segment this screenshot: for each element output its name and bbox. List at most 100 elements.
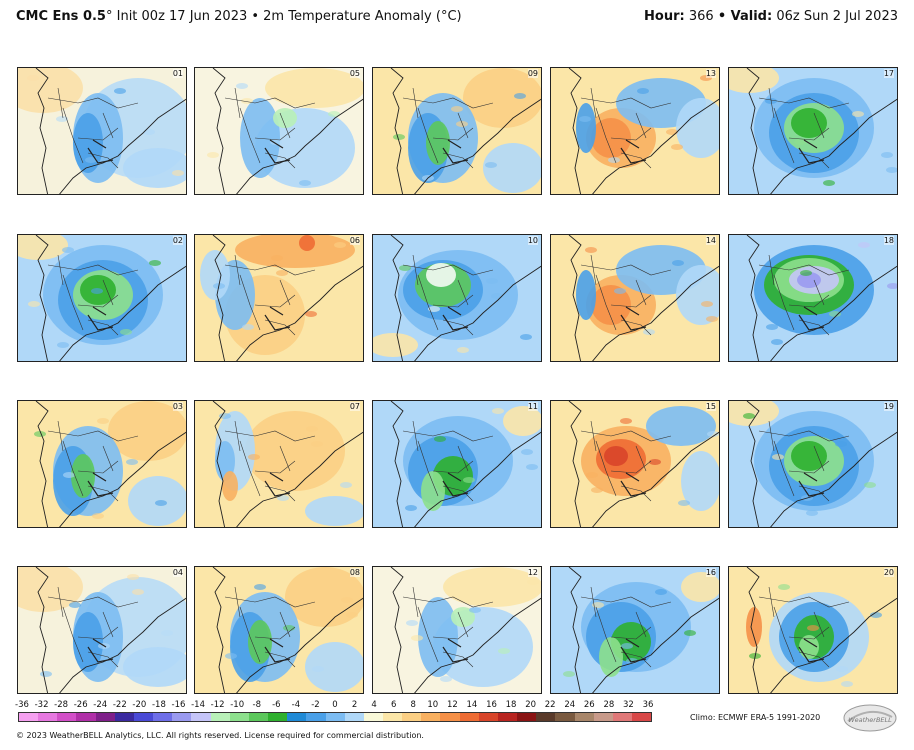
anomaly-patch: [706, 316, 718, 322]
colorbar-swatch: [306, 713, 326, 721]
colorbar-swatch: [287, 713, 307, 721]
colorbar-swatch: [632, 713, 652, 721]
model-name: CMC Ens 0.5: [16, 9, 106, 24]
colorbar-swatch: [19, 713, 39, 721]
member-label: 14: [705, 236, 716, 245]
anomaly-region: [245, 411, 345, 491]
anomaly-patch: [405, 505, 417, 511]
anomaly-patch: [592, 602, 604, 608]
country-borders: [224, 254, 316, 336]
member-label: 15: [705, 402, 716, 411]
ensemble-member-map: 19: [728, 400, 898, 528]
colorbar-tick-label: 0: [332, 700, 338, 710]
anomaly-patch: [520, 334, 532, 340]
colorbar-swatch: [517, 713, 537, 721]
coastline: [568, 68, 719, 194]
country-borders: [224, 420, 316, 502]
anomaly-patch: [276, 270, 288, 276]
anomaly-patch: [143, 129, 155, 135]
anomaly-patch: [823, 180, 835, 186]
anomaly-patch: [492, 408, 504, 414]
anomaly-patch: [451, 106, 463, 112]
anomaly-region: [426, 121, 450, 165]
colorbar-tick-label: 22: [544, 700, 556, 710]
anomaly-patch: [155, 500, 167, 506]
anomaly-region: [18, 235, 68, 260]
coastline: [746, 401, 897, 527]
anomaly-patch: [870, 612, 882, 618]
anomaly-patch: [620, 418, 632, 424]
valid-value: 06z Sun 2 Jul 2023: [776, 9, 898, 24]
anomaly-region: [451, 607, 475, 627]
anomaly-patch: [643, 329, 655, 335]
colorbar-swatch: [402, 713, 422, 721]
colorbar-tick-label: -8: [252, 700, 261, 710]
anomaly-patch: [34, 431, 46, 437]
anomaly-patch: [585, 247, 597, 253]
anomaly-patch: [85, 157, 97, 163]
ensemble-member-map: 03: [17, 400, 187, 528]
member-label: 17: [883, 69, 894, 78]
colorbar-swatch: [133, 713, 154, 721]
colorbar-tick-label: 12: [446, 700, 458, 710]
colorbar-swatch: [555, 713, 575, 721]
ensemble-member-map: 08: [194, 566, 364, 694]
anomaly-patch: [63, 472, 75, 478]
anomaly-patch: [743, 413, 755, 419]
anomaly-region: [240, 98, 280, 178]
colorbar-swatch: [229, 713, 249, 721]
colorbar-swatch: [382, 713, 403, 721]
anomaly-patch: [306, 426, 318, 432]
anomaly-patch: [579, 116, 591, 122]
anomaly-region: [108, 401, 186, 461]
anomaly-patch: [772, 454, 784, 460]
colorbar-swatch: [57, 713, 77, 721]
country-borders: [47, 254, 139, 336]
anomaly-patch: [886, 167, 897, 173]
colorbar-swatch: [574, 713, 594, 721]
colorbar-tick-label: -12: [210, 700, 225, 710]
anomaly-region: [791, 108, 827, 138]
anomaly-patch: [778, 584, 790, 590]
hour-label: Hour:: [644, 9, 685, 24]
anomaly-region: [285, 567, 363, 627]
state-borders: [798, 306, 825, 331]
valid-time: Hour: 366 • Valid: 06z Sun 2 Jul 2023: [644, 9, 898, 24]
anomaly-region: [604, 446, 628, 466]
country-borders: [402, 420, 494, 502]
init-description: ° Init 00z 17 Jun 2023 • 2m Temperature …: [105, 9, 462, 24]
anomaly-patch: [399, 265, 411, 271]
member-label: 13: [705, 69, 716, 78]
country-borders: [758, 586, 850, 668]
coastline: [390, 235, 541, 361]
ensemble-member-map: 20: [728, 566, 898, 694]
colorbar-tick-label: -16: [171, 700, 186, 710]
anomaly-region: [797, 272, 821, 288]
colorbar-tick-label: 20: [525, 700, 537, 710]
anomaly-patch: [527, 579, 539, 585]
anomaly-region: [676, 98, 719, 158]
country-borders: [402, 87, 494, 169]
anomaly-patch: [835, 441, 847, 447]
anomaly-patch: [836, 666, 848, 672]
country-borders: [580, 420, 672, 502]
anomaly-region: [222, 471, 238, 501]
coastline: [746, 567, 897, 693]
ensemble-member-map: 18: [728, 234, 898, 362]
ensemble-member-map: 05: [194, 67, 364, 195]
anomaly-patch: [456, 121, 468, 127]
anomaly-patch: [225, 653, 237, 659]
colorbar-tick-label: -36: [15, 700, 29, 710]
anomaly-patch: [684, 630, 696, 636]
member-label: 10: [527, 236, 538, 245]
coastline: [35, 567, 186, 693]
member-label: 03: [172, 402, 183, 411]
state-borders: [87, 472, 114, 497]
colorbar-tick-label: -22: [112, 700, 127, 710]
anomaly-patch: [69, 602, 81, 608]
climo-note: Climo: ECMWF ERA-5 1991-2020: [690, 713, 821, 722]
anomaly-patch: [829, 311, 841, 317]
coastline: [390, 567, 541, 693]
colorbar-tick-label: -32: [34, 700, 49, 710]
hour-value: 366: [688, 9, 714, 24]
